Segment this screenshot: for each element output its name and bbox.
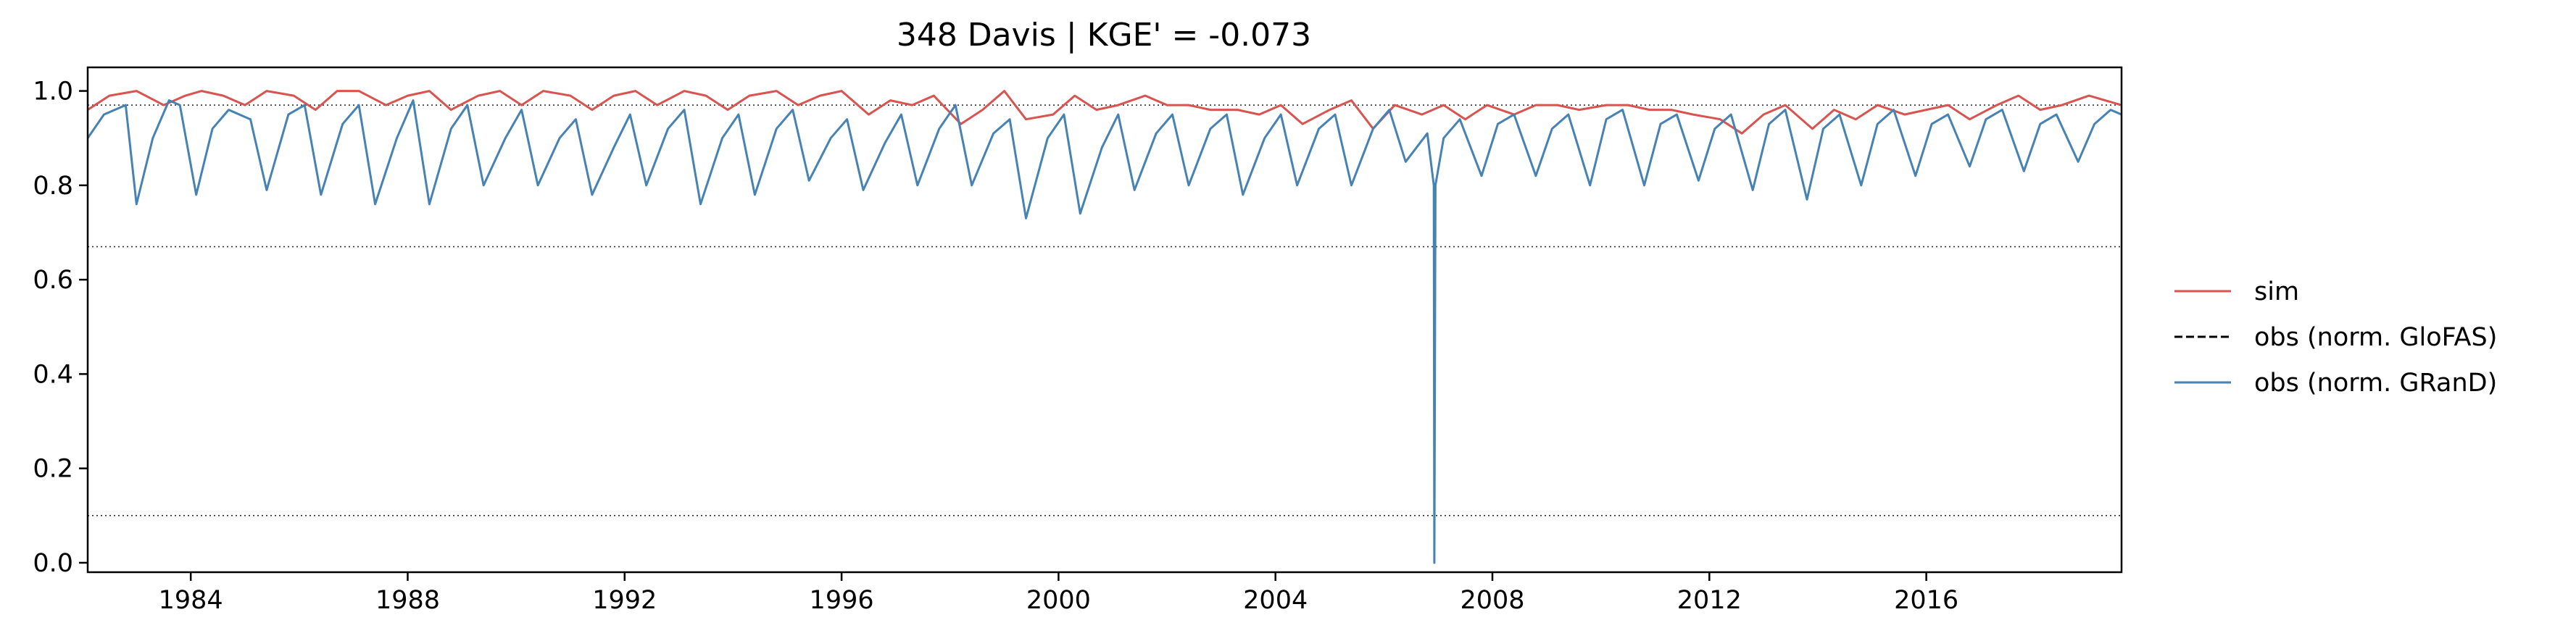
y-axis: 0.0 0.2 0.4 0.6 0.8 1.0 <box>33 77 88 578</box>
y-tick-label: 0.8 <box>33 172 73 201</box>
y-tick-label: 0.0 <box>33 549 73 578</box>
legend-label-1: obs (norm. GloFAS) <box>2254 323 2497 352</box>
x-tick-label: 1988 <box>375 586 440 615</box>
legend-label-0: sim <box>2254 277 2299 306</box>
x-axis: 1984 1988 1992 1996 2000 2004 2008 2012 2016 <box>159 572 1958 615</box>
x-tick-label: 2000 <box>1026 586 1091 615</box>
y-tick-label: 0.4 <box>33 360 73 389</box>
legend: sim obs (norm. GloFAS) obs (norm. GRanD) <box>2174 277 2497 398</box>
legend-label-2: obs (norm. GRanD) <box>2254 369 2497 398</box>
chart-title: 348 Davis | KGE' = -0.073 <box>897 17 1311 54</box>
y-tick-label: 1.0 <box>33 77 73 106</box>
series-line-0 <box>87 90 2122 135</box>
series-line-2 <box>86 99 2122 564</box>
x-tick-label: 2004 <box>1243 586 1308 615</box>
reference-lines <box>88 104 2122 516</box>
series-layer <box>86 90 2122 564</box>
x-tick-label: 1984 <box>159 586 223 615</box>
plot-area-frame <box>86 66 2123 574</box>
x-tick-label: 2012 <box>1677 586 1742 615</box>
x-tick-label: 2016 <box>1894 586 1958 615</box>
x-tick-label: 1996 <box>810 586 874 615</box>
x-tick-label: 1992 <box>592 586 657 615</box>
y-tick-label: 0.6 <box>33 266 73 295</box>
x-tick-label: 2008 <box>1460 586 1524 615</box>
y-tick-label: 0.2 <box>33 455 73 484</box>
